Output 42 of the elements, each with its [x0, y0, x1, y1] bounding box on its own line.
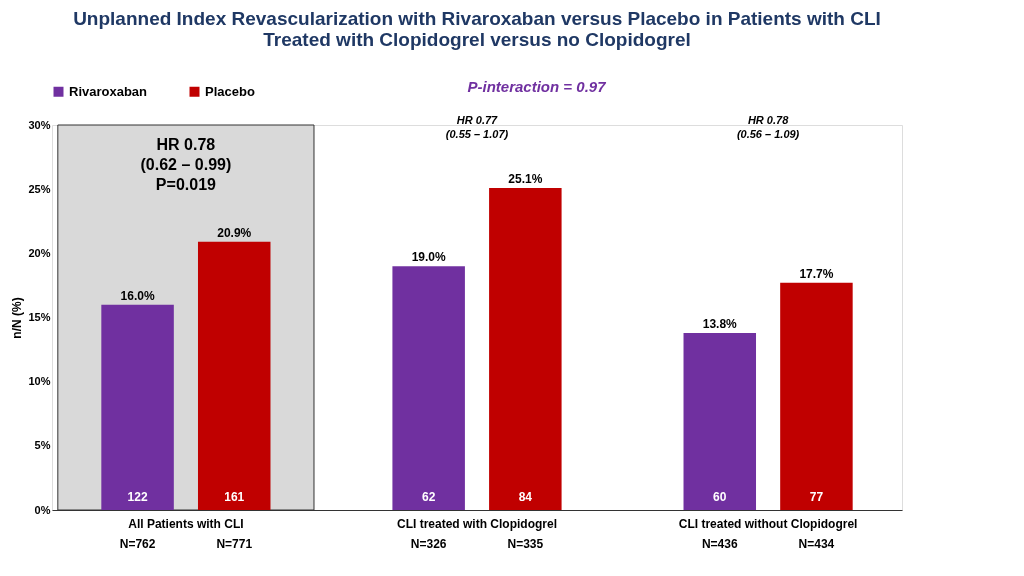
bar — [683, 332, 757, 510]
bar — [101, 304, 174, 510]
annotation: HR 0.78 (0.62 – 0.99) P=0.019 — [140, 136, 232, 193]
annotation: HR 0.77 (0.55 – 1.07) — [445, 114, 509, 140]
data-label: 20.9% — [217, 225, 252, 240]
y-tick-label: 0% — [34, 503, 51, 516]
bar — [197, 241, 271, 510]
annotation: 161 — [224, 490, 245, 504]
y-tick-label: 10% — [28, 375, 51, 388]
annotation: 60 — [713, 490, 727, 504]
data-label: 19.0% — [411, 250, 447, 265]
data-label: 25.1% — [508, 171, 543, 186]
bar — [780, 282, 853, 510]
annotation: 62 — [421, 490, 436, 504]
bar — [392, 266, 465, 510]
x-tick-label: CLI treated without Clopidogrel — [678, 516, 858, 531]
legend-label: Placebo — [205, 83, 255, 99]
y-tick-label: 15% — [28, 311, 51, 323]
annotation: 77 — [809, 490, 824, 504]
x-tick-label: All Patients with CLI — [128, 516, 244, 531]
y-tick-label: 25% — [28, 182, 51, 195]
text: N=436 — [701, 537, 738, 551]
data-label: 16.0% — [120, 288, 155, 303]
data-label: 17.7% — [799, 266, 834, 281]
y-tick-label: 20% — [28, 246, 51, 259]
text: P-interaction = 0.97 — [467, 78, 607, 95]
annotation: 122 — [127, 490, 148, 504]
data-label: 13.8% — [702, 316, 738, 331]
text: N=762 — [119, 537, 156, 551]
text: N=335 — [507, 537, 544, 551]
y-tick-label: 5% — [34, 439, 51, 452]
bar — [489, 187, 562, 510]
text: N=434 — [798, 537, 835, 551]
chart-title: Unplanned Index Revascularization with Rivaroxaban versus Placebo in Patients with CLI Treated with Clopidogrel versus no Clopidogrel — [73, 8, 881, 50]
annotation: 84 — [518, 490, 533, 504]
y-tick-label: 30% — [28, 118, 51, 131]
x-tick-label: CLI treated with Clopidogrel — [396, 516, 558, 531]
text: N=326 — [410, 537, 447, 551]
y-axis-title: n/N (%) — [10, 297, 25, 339]
legend-label: Rivaroxaban — [69, 83, 148, 99]
annotation: HR 0.78 (0.56 – 1.09) — [736, 114, 800, 140]
text: N=771 — [216, 537, 253, 551]
